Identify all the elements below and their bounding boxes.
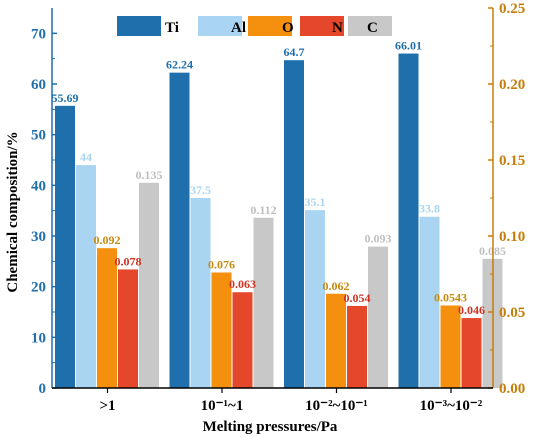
data-label-al-3: 35.1 bbox=[305, 195, 326, 209]
left-axis-tick-label: 40 bbox=[31, 178, 46, 194]
right-axis-tick-label: 0.10 bbox=[499, 229, 525, 245]
legend-swatch-o bbox=[248, 16, 292, 36]
data-label-n-3: 0.054 bbox=[344, 291, 371, 305]
legend-label-o: O bbox=[282, 20, 294, 36]
left-axis-tick-label: 70 bbox=[31, 26, 46, 42]
x-axis-tick-label: 10⁻²~10⁻¹ bbox=[305, 398, 368, 414]
left-axis-tick-label: 30 bbox=[31, 229, 46, 245]
legend-label-al: Al bbox=[231, 20, 246, 36]
data-label-c-1: 0.135 bbox=[136, 168, 163, 182]
bar-n-2 bbox=[232, 292, 253, 388]
bar-o-2 bbox=[211, 272, 232, 388]
bar-c-2 bbox=[253, 217, 274, 388]
left-axis-tick-label: 20 bbox=[31, 280, 46, 296]
left-axis-tick-label: 10 bbox=[31, 330, 46, 346]
left-axis-tick-label: 0 bbox=[39, 381, 47, 397]
y-axis-title: Chemical composition/% bbox=[5, 131, 21, 292]
x-axis-tick-label: >1 bbox=[99, 398, 115, 414]
left-axis-tick-label: 60 bbox=[31, 77, 46, 93]
legend-swatch-ti bbox=[117, 16, 161, 36]
data-label-al-2: 37.5 bbox=[190, 183, 211, 197]
data-label-o-3: 0.062 bbox=[323, 279, 350, 293]
bar-n-4 bbox=[461, 318, 482, 388]
data-label-n-4: 0.046 bbox=[458, 303, 485, 317]
bar-al-1 bbox=[76, 165, 96, 388]
right-axis-tick-label: 0.05 bbox=[499, 305, 525, 321]
data-label-o-2: 0.076 bbox=[208, 257, 235, 271]
data-label-o-4: 0.0543 bbox=[434, 290, 467, 304]
bar-o-4 bbox=[440, 305, 461, 388]
bar-o-3 bbox=[326, 293, 346, 388]
data-label-ti-3: 64.7 bbox=[284, 45, 305, 59]
bar-al-4 bbox=[419, 216, 440, 388]
bars-layer bbox=[55, 53, 503, 389]
bar-n-3 bbox=[347, 305, 367, 388]
right-axis-tick-label: 0.25 bbox=[499, 1, 525, 17]
bar-ti-4 bbox=[398, 53, 419, 389]
data-labels-layer: 55.69 44 0.092 0.078 0.135 62.24 37.5 0.076 0.06… bbox=[52, 39, 507, 318]
data-label-c-3: 0.093 bbox=[365, 232, 392, 246]
bar-ti-1 bbox=[55, 105, 75, 388]
data-label-c-2: 0.112 bbox=[250, 203, 276, 217]
x-axis-title: Melting pressures/Pa bbox=[203, 419, 338, 435]
bar-al-2 bbox=[190, 198, 211, 388]
bar-c-3 bbox=[368, 246, 388, 388]
x-axis-tick-label: 10⁻³~10⁻² bbox=[420, 398, 483, 414]
right-axis-tick-label: 0.20 bbox=[499, 77, 525, 93]
data-label-o-1: 0.092 bbox=[94, 233, 121, 247]
legend-swatch-c bbox=[348, 16, 392, 36]
right-axis-tick-label: 0.00 bbox=[499, 381, 525, 397]
data-label-ti-1: 55.69 bbox=[52, 91, 79, 105]
legend-swatch-n bbox=[300, 16, 344, 36]
legend-label-ti: Ti bbox=[165, 20, 179, 36]
bar-n-1 bbox=[118, 269, 138, 388]
data-label-n-1: 0.078 bbox=[115, 254, 142, 268]
bar-ti-3 bbox=[284, 60, 304, 388]
axes-layer: 0 10 20 30 40 50 60 70 0.00 0.05 0.10 0.15 0.20 0.25 >… bbox=[31, 1, 525, 414]
left-axis-tick-label: 50 bbox=[31, 128, 46, 144]
data-label-n-2: 0.063 bbox=[229, 277, 256, 291]
legend: Ti Al O N C bbox=[117, 16, 392, 36]
x-axis-tick-label: 10⁻¹~1 bbox=[201, 398, 244, 414]
legend-swatch-al bbox=[198, 16, 242, 36]
bar-ti-2 bbox=[169, 72, 190, 388]
bar-c-1 bbox=[139, 182, 159, 388]
bar-o-1 bbox=[97, 248, 117, 388]
legend-label-c: C bbox=[367, 20, 378, 36]
data-label-al-4: 33.8 bbox=[419, 202, 440, 216]
data-label-al-1: 44 bbox=[80, 150, 92, 164]
legend-label-n: N bbox=[332, 20, 343, 36]
right-axis-tick-label: 0.15 bbox=[499, 153, 525, 169]
data-label-ti-4: 66.01 bbox=[395, 39, 422, 53]
bar-al-3 bbox=[305, 210, 325, 388]
data-label-ti-2: 62.24 bbox=[166, 58, 193, 72]
